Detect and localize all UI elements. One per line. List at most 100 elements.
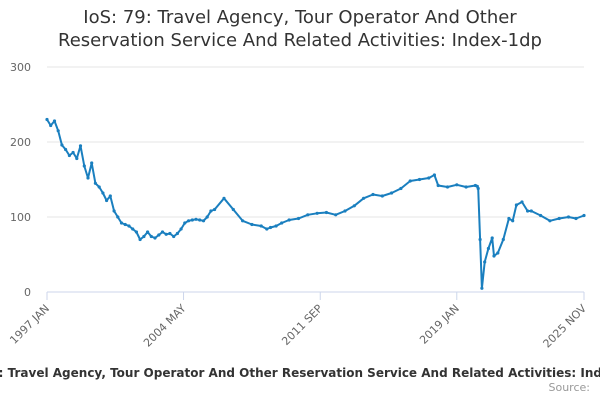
data-point[interactable] [241, 219, 245, 223]
data-point[interactable] [507, 216, 511, 221]
data-point[interactable] [112, 209, 116, 213]
data-point[interactable] [526, 209, 530, 213]
data-point[interactable] [496, 251, 500, 255]
data-point[interactable] [268, 225, 273, 230]
data-point[interactable] [436, 183, 440, 188]
series-line[interactable] [46, 118, 585, 290]
data-point[interactable] [539, 213, 543, 218]
data-point[interactable] [93, 181, 97, 185]
data-point[interactable] [52, 119, 57, 123]
data-point[interactable] [168, 231, 172, 236]
data-point[interactable] [127, 224, 131, 228]
data-point[interactable] [476, 186, 480, 191]
data-point[interactable] [75, 156, 79, 161]
data-point[interactable] [138, 237, 142, 242]
data-point[interactable] [201, 219, 206, 223]
data-point[interactable] [574, 216, 578, 221]
data-point[interactable] [172, 234, 176, 239]
data-point[interactable] [566, 215, 571, 219]
data-point[interactable] [71, 150, 75, 155]
data-point[interactable] [194, 217, 198, 221]
data-point[interactable] [205, 215, 209, 219]
data-point[interactable] [222, 196, 226, 200]
data-point[interactable] [582, 213, 586, 218]
data-point[interactable] [390, 191, 394, 195]
data-point[interactable] [480, 286, 484, 290]
data-point[interactable] [265, 227, 269, 231]
data-point[interactable] [213, 207, 217, 212]
data-point[interactable] [183, 221, 187, 225]
data-point[interactable] [49, 123, 53, 128]
data-point[interactable] [82, 164, 86, 168]
legend-item-label[interactable]: IoS: 79: Travel Agency, Tour Operator An… [0, 366, 600, 380]
data-point[interactable] [149, 234, 153, 239]
data-point[interactable] [557, 216, 561, 221]
data-point[interactable] [280, 221, 284, 225]
data-point[interactable] [483, 260, 487, 264]
data-point[interactable] [287, 218, 291, 222]
data-point[interactable] [274, 224, 278, 228]
data-point[interactable] [160, 230, 165, 234]
data-point[interactable] [492, 254, 496, 258]
data-point[interactable] [123, 222, 127, 227]
data-point[interactable] [56, 129, 60, 133]
data-point[interactable] [86, 176, 90, 180]
data-point[interactable] [486, 246, 490, 251]
data-point[interactable] [131, 227, 135, 231]
data-point[interactable] [511, 219, 515, 223]
data-point[interactable] [119, 221, 124, 225]
data-point[interactable] [352, 204, 356, 208]
data-point[interactable] [417, 177, 422, 182]
data-point[interactable] [64, 147, 68, 152]
data-point[interactable] [324, 210, 328, 215]
data-point[interactable] [343, 209, 347, 213]
data-point[interactable] [296, 216, 301, 221]
data-point[interactable] [259, 224, 263, 228]
data-point[interactable] [250, 222, 254, 227]
data-point[interactable] [334, 213, 338, 217]
data-point[interactable] [315, 211, 319, 215]
legend[interactable]: IoS: 79: Travel Agency, Tour Operator An… [0, 362, 600, 381]
data-point[interactable] [432, 173, 436, 177]
data-point[interactable] [157, 233, 161, 237]
data-point[interactable] [529, 209, 533, 213]
data-point[interactable] [514, 203, 519, 207]
data-point[interactable] [501, 237, 505, 242]
data-point[interactable] [427, 176, 431, 180]
data-point[interactable] [520, 200, 524, 204]
data-point[interactable] [45, 117, 49, 122]
data-point[interactable] [548, 219, 552, 223]
data-point[interactable] [209, 209, 213, 213]
data-point[interactable] [101, 191, 105, 195]
data-point[interactable] [142, 234, 146, 239]
data-point[interactable] [231, 207, 235, 212]
source-credit[interactable]: Source: [548, 381, 591, 394]
data-point[interactable] [60, 143, 64, 147]
data-point[interactable] [399, 186, 403, 191]
data-point[interactable] [408, 179, 412, 183]
data-point[interactable] [478, 237, 482, 242]
data-point[interactable] [187, 219, 191, 223]
data-point[interactable] [198, 218, 202, 222]
data-point[interactable] [146, 230, 150, 234]
data-point[interactable] [371, 192, 375, 197]
data-point[interactable] [306, 213, 310, 217]
data-point[interactable] [490, 236, 494, 240]
data-point[interactable] [78, 144, 83, 148]
data-point[interactable] [445, 185, 450, 189]
data-point[interactable] [97, 185, 101, 189]
data-point[interactable] [164, 232, 168, 236]
data-point[interactable] [67, 153, 71, 158]
data-point[interactable] [105, 198, 109, 203]
data-point[interactable] [190, 218, 194, 222]
data-point[interactable] [116, 215, 120, 219]
data-point[interactable] [362, 196, 366, 200]
data-point[interactable] [380, 194, 384, 198]
data-point[interactable] [464, 185, 468, 189]
data-point[interactable] [90, 161, 94, 165]
data-point[interactable] [179, 227, 183, 231]
data-point[interactable] [455, 183, 459, 187]
data-point[interactable] [153, 236, 157, 240]
data-point[interactable] [108, 194, 112, 198]
data-point[interactable] [134, 230, 138, 234]
